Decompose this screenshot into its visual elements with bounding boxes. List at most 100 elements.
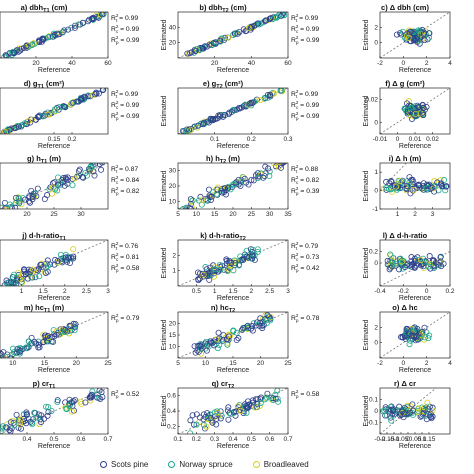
panel-4: e) gT2 (cm²) 0.1 0.2 0.3 Reference Estimated R… xyxy=(161,79,320,150)
data-point xyxy=(190,421,197,428)
data-point xyxy=(406,174,413,181)
data-point xyxy=(65,330,72,337)
r2-label: R2 p = 0.42 xyxy=(291,263,320,273)
panel-8: i) Δ h (m) 1 2 3 -1 0 1 Estimated xyxy=(363,154,451,218)
data-point xyxy=(249,246,256,253)
axes-frame xyxy=(177,87,289,135)
data-point xyxy=(236,105,243,112)
data-point xyxy=(52,32,59,39)
data-point xyxy=(395,183,402,190)
data-point xyxy=(427,265,434,272)
data-point xyxy=(23,43,30,50)
y-tick-label: 2 xyxy=(172,252,176,259)
x-tick-label: 15 xyxy=(229,360,237,367)
x-tick-label: 3 xyxy=(106,288,110,295)
data-point xyxy=(67,322,74,329)
data-point xyxy=(189,197,196,204)
data-point xyxy=(254,400,261,407)
data-point xyxy=(85,93,92,100)
data-point xyxy=(383,178,390,185)
data-point xyxy=(82,399,89,406)
data-point xyxy=(259,325,266,332)
r2-label: R2 t = 0.99 xyxy=(291,13,318,23)
data-point xyxy=(402,264,409,271)
data-point xyxy=(233,29,240,36)
one-to-one-line xyxy=(0,388,108,434)
data-point xyxy=(48,333,55,340)
data-point xyxy=(249,23,256,30)
x-tick-label: 15 xyxy=(41,360,49,367)
data-point xyxy=(36,113,43,120)
x-axis-label: Reference xyxy=(217,367,249,374)
data-point xyxy=(180,128,187,134)
data-point xyxy=(403,35,410,42)
data-point xyxy=(59,179,66,186)
x-tick-label: 60 xyxy=(284,60,292,67)
data-point xyxy=(21,120,28,127)
data-point xyxy=(60,103,67,110)
panel-title: p) crT1 xyxy=(33,379,56,390)
data-point xyxy=(241,175,248,182)
data-point xyxy=(272,395,279,402)
data-point xyxy=(206,192,213,199)
y-tick-label: 0 xyxy=(374,120,378,127)
data-point xyxy=(424,399,431,406)
data-point xyxy=(12,204,19,209)
x-tick-label: -0.05 xyxy=(394,436,409,443)
data-point xyxy=(437,258,444,265)
data-point xyxy=(39,36,46,43)
data-point xyxy=(266,173,273,180)
panel-16: q) crT2 0.1 0.2 0.3 0.4 0.5 0.6 0.7 0.2 0.4 0.6 Ref… xyxy=(161,379,320,450)
data-point xyxy=(413,333,420,340)
x-axis-label: Reference xyxy=(399,443,431,450)
data-point xyxy=(218,37,225,44)
data-point xyxy=(414,34,421,41)
data-point xyxy=(388,252,395,259)
data-point xyxy=(230,267,237,274)
x-tick-label: 0.3 xyxy=(210,436,219,443)
legend-item-scots-pine: Scots pine xyxy=(100,460,148,469)
data-point xyxy=(213,421,220,428)
data-point xyxy=(38,261,45,268)
x-tick-label: 2.5 xyxy=(82,288,91,295)
data-point xyxy=(25,118,32,125)
data-point xyxy=(211,409,218,416)
data-point xyxy=(242,28,249,35)
data-point xyxy=(17,276,24,283)
x-axis-label: Reference xyxy=(38,67,70,74)
data-point xyxy=(80,174,87,181)
panel-title: i) Δ h (m) xyxy=(389,154,422,163)
data-point xyxy=(35,344,42,351)
x-tick-label: 20 xyxy=(257,360,265,367)
data-point xyxy=(70,253,77,260)
data-point xyxy=(202,197,209,204)
x-tick-label: 1 xyxy=(213,288,217,295)
data-point xyxy=(200,119,207,126)
data-point xyxy=(225,333,232,340)
data-point xyxy=(45,404,52,411)
data-point xyxy=(15,48,22,55)
x-axis-label: Reference xyxy=(217,295,249,302)
y-tick-label: 1 xyxy=(172,268,176,275)
data-point xyxy=(248,176,255,183)
data-point xyxy=(399,28,406,35)
data-point xyxy=(246,100,253,107)
data-point xyxy=(20,195,27,202)
data-point xyxy=(280,12,287,16)
data-point xyxy=(230,181,237,188)
y-tick-label: 0.6 xyxy=(167,393,176,400)
x-tick-label: 0.15 xyxy=(423,436,436,443)
data-point xyxy=(423,104,430,111)
data-point xyxy=(263,394,270,401)
x-tick-label: 0.2 xyxy=(445,288,454,295)
data-point xyxy=(99,12,106,18)
data-point xyxy=(16,200,23,207)
x-tick-label: 25 xyxy=(284,360,292,367)
y-axis-label: Estimated xyxy=(161,247,168,278)
axes-frame xyxy=(177,11,289,59)
r2-label: R2 c = 0.99 xyxy=(291,24,319,34)
data-point xyxy=(38,38,45,45)
data-point xyxy=(204,118,211,125)
data-point xyxy=(69,182,76,189)
